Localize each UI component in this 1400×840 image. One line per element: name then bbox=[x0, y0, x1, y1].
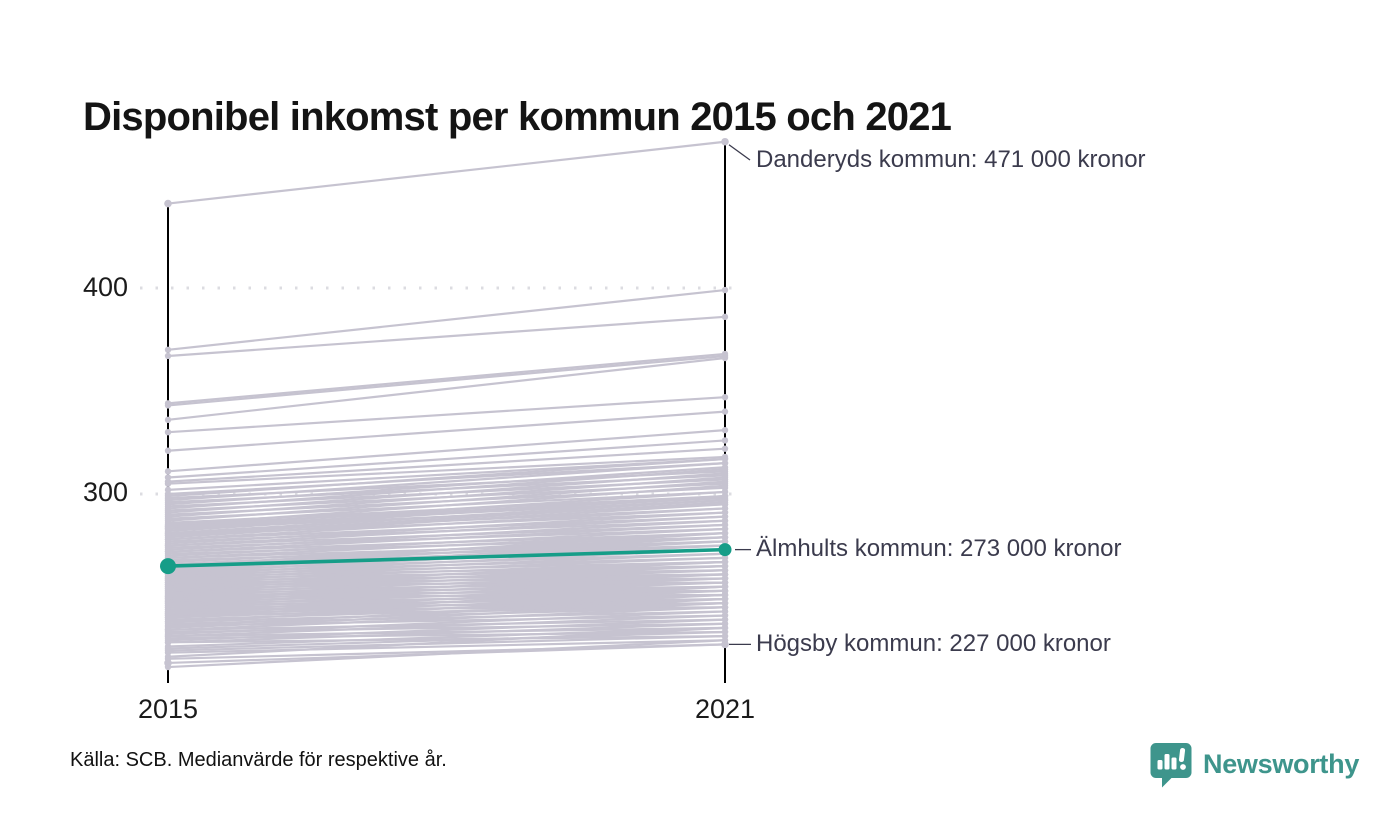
page-title: Disponibel inkomst per kommun 2015 och 2… bbox=[83, 94, 952, 139]
annotation-danderyd: Danderyds kommun: 471 000 kronor bbox=[756, 146, 1146, 173]
newsworthy-wordmark: Newsworthy bbox=[1203, 749, 1360, 779]
annotation-almhult-highlighted: Älmhults kommun: 273 000 kronor bbox=[756, 535, 1122, 562]
annotation-hogsby: Högsby kommun: 227 000 kronor bbox=[756, 630, 1111, 657]
newsworthy-logo[interactable]: Newsworthy bbox=[1148, 740, 1359, 788]
source-note: Källa: SCB. Medianvärde för respektive å… bbox=[70, 749, 447, 771]
y-axis-tick-300: 300 bbox=[82, 477, 128, 507]
newsworthy-speech-bubble-chart-icon bbox=[1150, 743, 1192, 788]
x-axis-label-2021: 2021 bbox=[694, 694, 756, 724]
x-axis-label-2015: 2015 bbox=[137, 694, 199, 724]
y-axis-tick-400: 400 bbox=[82, 272, 128, 302]
